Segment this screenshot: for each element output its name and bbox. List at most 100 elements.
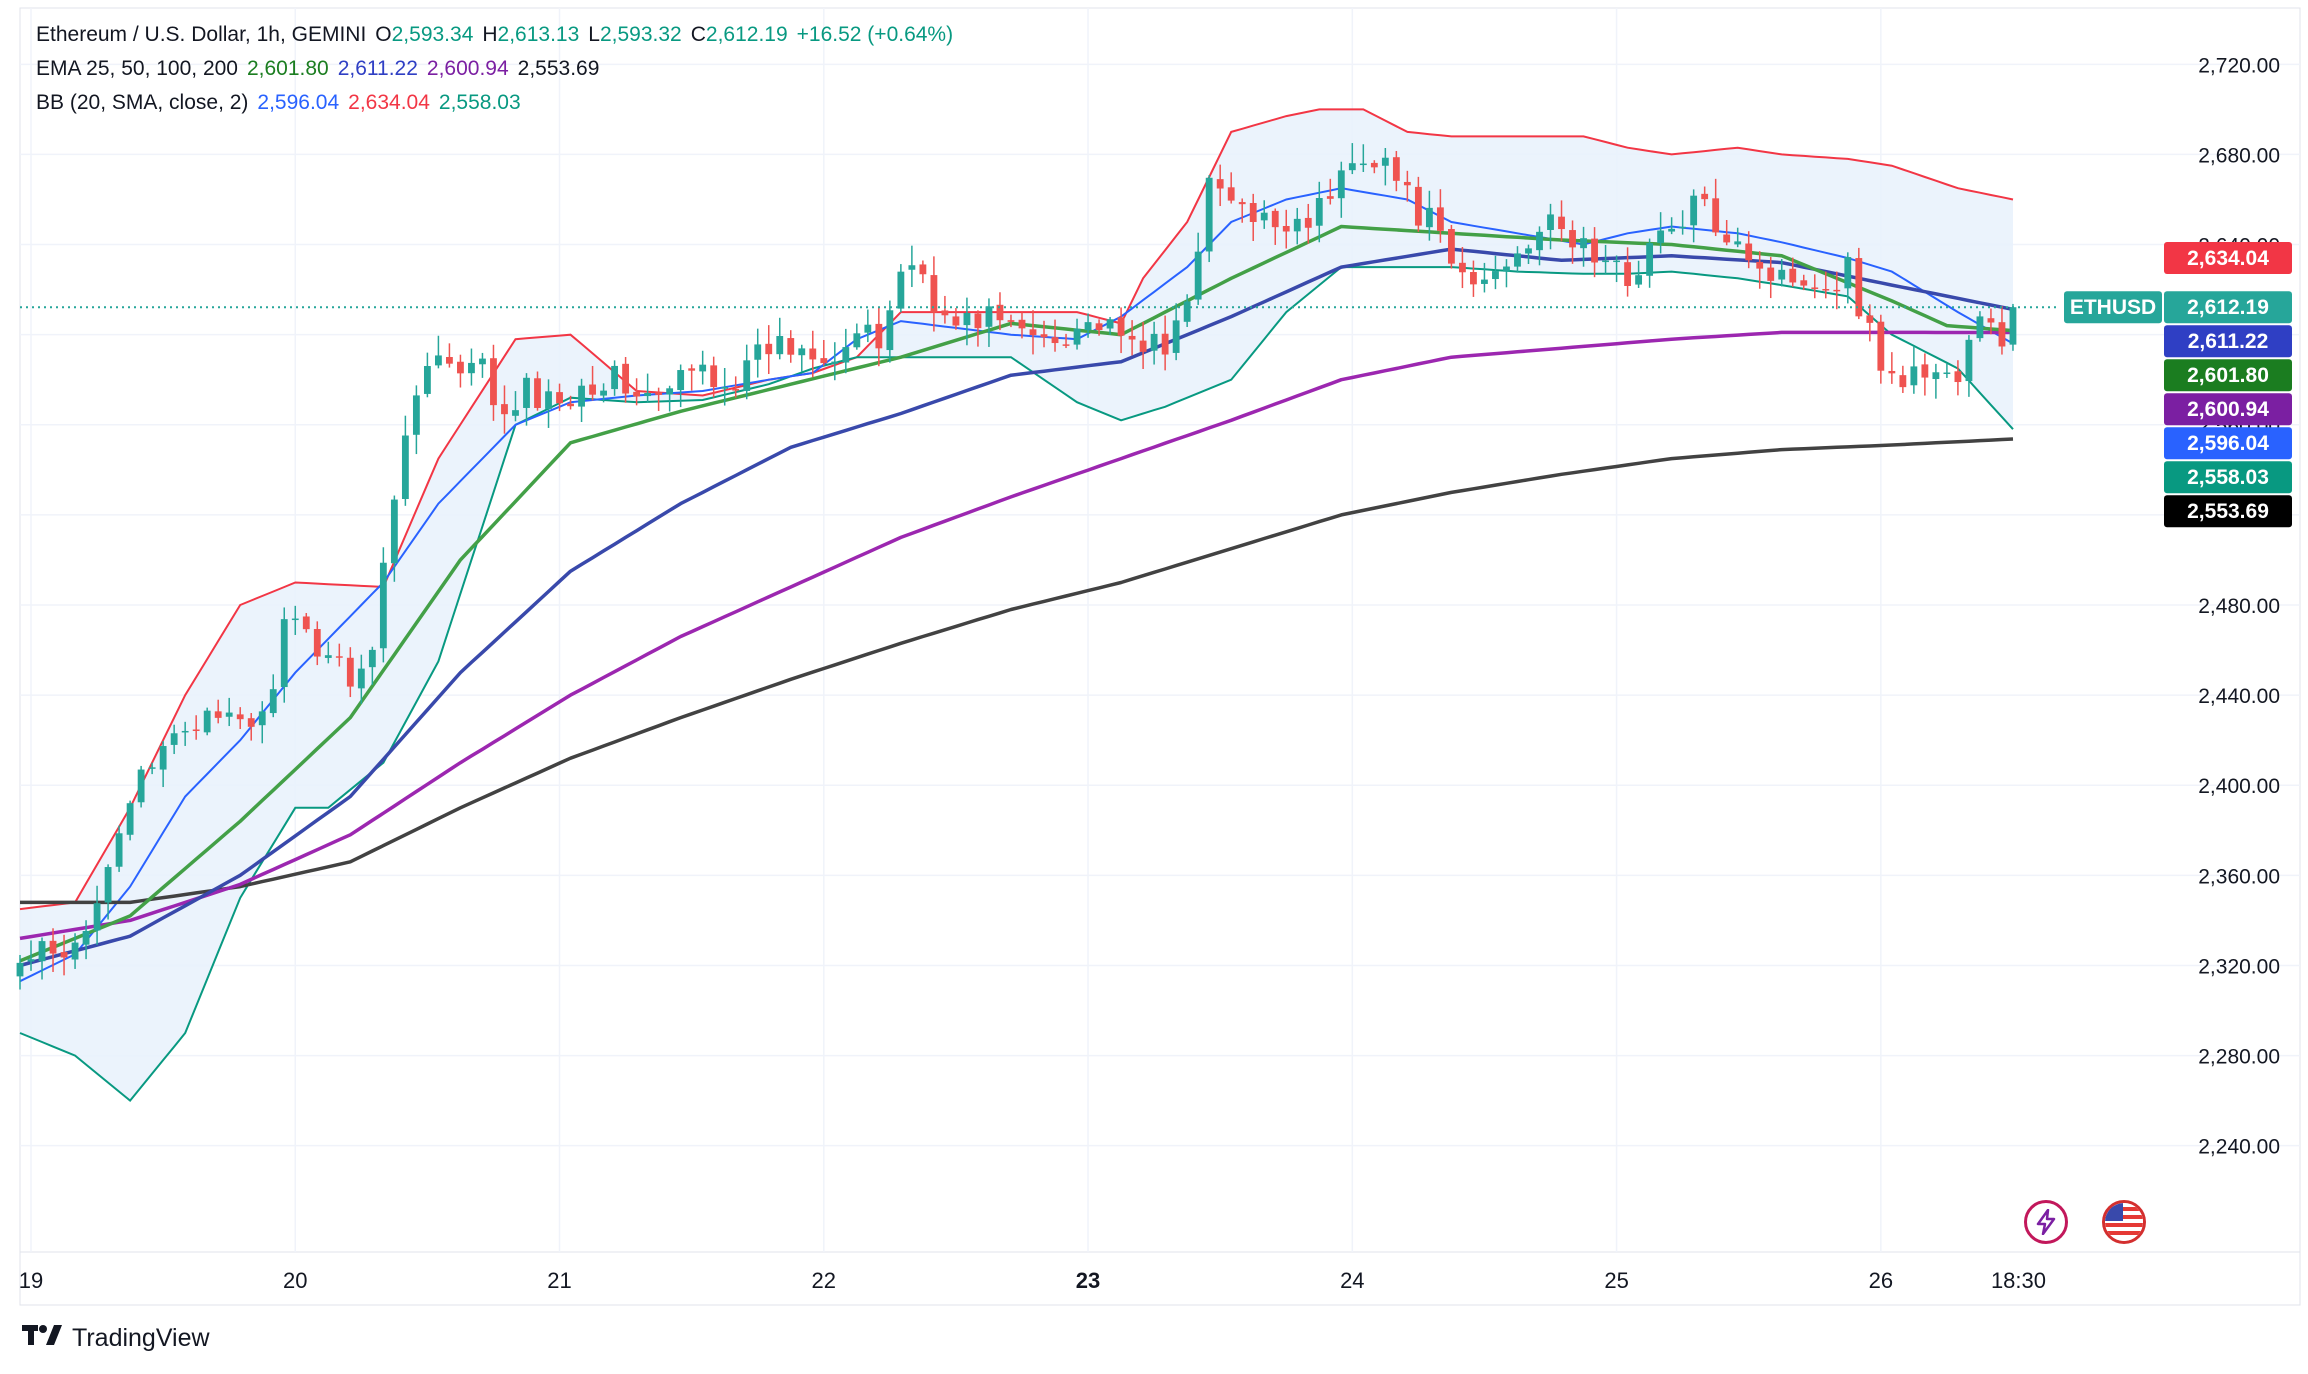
change-value: +16.52 (+0.64%) (796, 23, 954, 46)
close-label: C (690, 23, 706, 46)
ema200-tag: 2,553.69 (2187, 500, 2269, 523)
symbol-tag: ETHUSD (2070, 296, 2156, 319)
candle-body (1679, 226, 1687, 229)
ohlc-legend: Ethereum / U.S. Dollar, 1h, GEMINI O2,593… (36, 18, 962, 52)
y-tick-label: 2,400.00 (2198, 775, 2280, 798)
candle-body (335, 656, 343, 658)
candle-body (765, 343, 773, 355)
ema50-line (19, 247, 2014, 968)
candle-body (1591, 238, 1598, 263)
tradingview-brand[interactable]: TradingView (22, 1316, 210, 1360)
bb-legend-label: BB (20, SMA, close, 2) (36, 91, 249, 114)
candle-body (1745, 243, 1753, 261)
open-label: O (375, 23, 392, 46)
candle-body (567, 403, 574, 407)
y-tick-label: 2,680.00 (2198, 144, 2280, 167)
ema-lines (19, 224, 2014, 968)
ema-legend-label: EMA 25, 50, 100, 200 (36, 57, 238, 80)
ema-legend: EMA 25, 50, 100, 200 2,601.80 2,611.22 2,60… (36, 52, 608, 86)
candle-body (490, 358, 497, 406)
candle-body (875, 323, 883, 349)
candle-body (589, 384, 596, 395)
candle-body (1161, 333, 1169, 355)
candle-body (16, 962, 24, 977)
symbol-title: Ethereum / U.S. Dollar, 1h, GEMINI (36, 23, 367, 46)
candle-body (434, 355, 442, 366)
candle-body (655, 392, 663, 395)
candle-body (1547, 214, 1554, 230)
candle-body (1899, 375, 1907, 388)
price-tags: 2,634.04 2,612.19 ETHUSD 2,611.22 2,601.80 2,… (2064, 241, 2292, 528)
candle-body (798, 348, 806, 356)
ema25-tag: 2,601.80 (2187, 364, 2269, 387)
candle-body (468, 362, 475, 374)
candle-body (346, 657, 354, 687)
candle-body (1470, 272, 1477, 285)
candle-body (170, 733, 178, 745)
ema50-tag: 2,611.22 (2188, 330, 2269, 353)
candle-body (49, 940, 57, 954)
candle-body (82, 930, 90, 945)
bb-basis-tag-bg (2164, 427, 2292, 460)
candle-body (93, 903, 101, 931)
candle-body (1921, 364, 1929, 378)
candle-body (1029, 329, 1037, 336)
candle-body (688, 368, 696, 371)
candle-body (611, 365, 619, 390)
chart-frame (19, 7, 2301, 1306)
candle-body (1767, 267, 1775, 281)
candle-body (908, 265, 916, 270)
candle-body (1128, 335, 1136, 340)
ema100-tag-bg (2164, 393, 2292, 426)
bb-upper-tag: 2,634.04 (2187, 247, 2269, 270)
bb-lower-tag: 2,558.03 (2187, 466, 2269, 489)
candle-body (1260, 212, 1268, 221)
candle-body (1403, 181, 1411, 186)
candle-body (1712, 198, 1720, 233)
candle-body (677, 370, 685, 391)
candle-body (1525, 248, 1532, 254)
candle-body (1833, 289, 1841, 292)
candle-body (721, 386, 729, 389)
candle-body (512, 410, 519, 416)
candle-body (1569, 230, 1576, 248)
bb-lower-tag-bg (2164, 461, 2292, 494)
ema25-line (19, 224, 2014, 963)
candle-body (809, 348, 817, 360)
candle-body (1954, 371, 1962, 383)
y-tick-label: 2,280.00 (2198, 1046, 2280, 1069)
candle-body (1789, 268, 1797, 283)
high-value: 2,613.13 (497, 23, 580, 46)
candle-body (1271, 210, 1279, 228)
candle-body (831, 361, 839, 364)
candle-body (115, 833, 123, 867)
bb-basis-tag: 2,596.04 (2187, 432, 2269, 455)
candle-body (1007, 320, 1015, 322)
candle-body (1503, 266, 1510, 272)
candle-body (1910, 366, 1918, 386)
candle-body (1756, 261, 1764, 269)
candle-body (787, 338, 795, 355)
candle-body (357, 668, 365, 689)
candle-body (1205, 177, 1213, 252)
candle-body (1459, 262, 1466, 273)
candle-body (2009, 307, 2017, 345)
candle-body (1436, 207, 1444, 231)
us-flag-icon[interactable] (2102, 1200, 2146, 1244)
ema50-value: 2,611.22 (337, 57, 418, 80)
candle-body (1414, 186, 1422, 226)
candle-body (181, 730, 189, 733)
candle-body (710, 365, 718, 388)
candle-body (1976, 316, 1984, 339)
candle-body (1602, 260, 1609, 263)
bb-basis-value: 2,596.04 (257, 91, 340, 114)
candle-body (214, 711, 222, 718)
lightning-icon[interactable] (2024, 1200, 2068, 1244)
candle-body (104, 867, 112, 903)
candle-body (1381, 157, 1389, 166)
candle-body (269, 689, 277, 714)
candle-body (1293, 218, 1301, 232)
bb-lower-line (19, 266, 2014, 1103)
